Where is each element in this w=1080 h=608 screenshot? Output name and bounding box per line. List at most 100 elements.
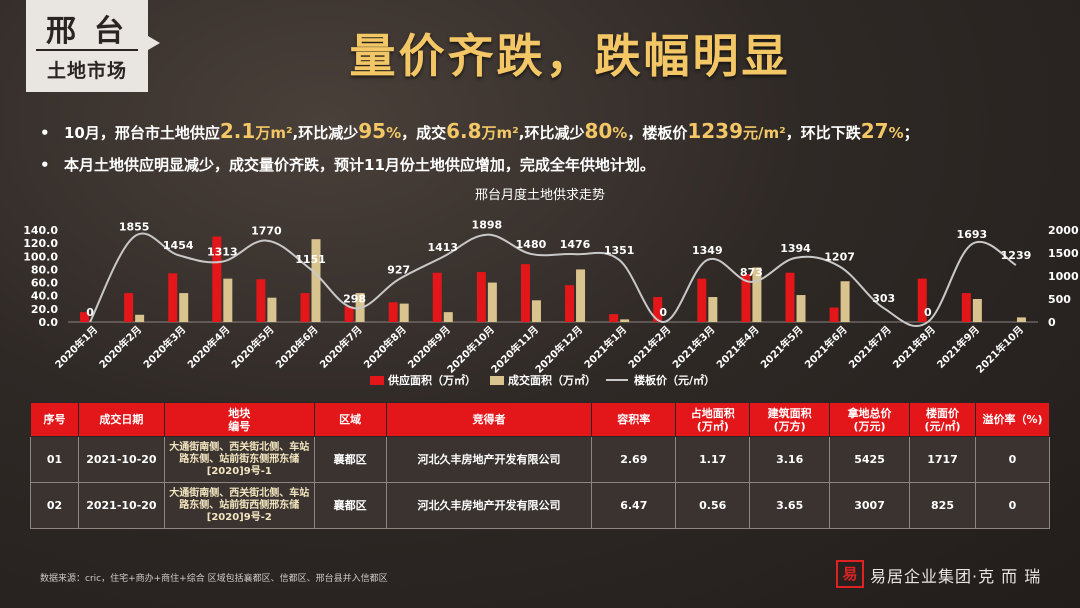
table-cell: 河北久丰房地产开发有限公司: [385, 436, 593, 483]
category-label: 2021年1月: [581, 323, 629, 371]
price-data-label: 303: [872, 292, 895, 305]
chart-title: 邢台月度土地供求走势: [474, 188, 605, 203]
city-subtitle: 土地市场: [46, 60, 127, 82]
bullet-text: ，成交: [401, 124, 447, 142]
right-axis-tick: 0: [1048, 316, 1056, 329]
table-header-cell: 竞得者: [385, 402, 593, 437]
table-cell: 1717: [909, 436, 976, 483]
supply-bar: [961, 293, 971, 322]
deal-bar: [223, 278, 233, 322]
supply-bar: [520, 264, 530, 322]
table-cell: 01: [30, 436, 79, 483]
deal-bar: [399, 303, 409, 322]
supply-bar: [697, 278, 707, 322]
supply-change-value: 95: [358, 119, 387, 143]
table-header-cell: 区域: [313, 402, 387, 437]
category-label: 2021年8月: [890, 323, 938, 371]
table-header-cell: 容积率: [591, 402, 677, 437]
supply-bar: [609, 314, 619, 322]
category-label: 2020年2月: [96, 323, 144, 371]
bullet-text: ，楼板价: [627, 124, 688, 142]
supply-bar: [785, 272, 795, 322]
legend-supply-swatch: [370, 376, 384, 385]
left-axis-tick: 60.0: [31, 277, 58, 290]
table-cell: 2021-10-20: [77, 436, 165, 483]
deal-bar: [1016, 317, 1026, 322]
land-deal-table: 序号 成交日期 地块 编号 区域 竞得者 容积率 占地面积 (万㎡) 建筑面积 (万方) 拿地总价 (万…: [30, 402, 1051, 529]
supply-bar: [653, 297, 663, 322]
category-label: 2020年8月: [361, 323, 409, 371]
price-data-label: 1394: [780, 242, 811, 255]
deal-bar: [796, 295, 806, 322]
category-label: 2020年9月: [405, 323, 453, 371]
bullet-dot: •: [40, 156, 50, 174]
table-cell: 大通街南侧、西关街北侧、车站路东侧、站前街西侧邢东储[2020]9号-2: [163, 482, 315, 529]
table-cell: 3.65: [749, 482, 831, 529]
page-headline: 量价齐跌，跌幅明显: [349, 29, 791, 83]
table-header-cell: 溢价率（%): [974, 402, 1051, 437]
table-header-cell: 拿地总价 (万元): [829, 402, 911, 437]
city-badge: 邢台 土地市场: [26, 0, 160, 92]
legend-price-label: 楼板价（元/㎡）: [634, 373, 715, 387]
price-data-label: 1770: [251, 225, 282, 238]
badge-divider: [36, 49, 138, 51]
price-data-label: 1454: [163, 239, 194, 252]
logo-seal-icon: 易: [836, 560, 864, 588]
bullet-text: 10月，邢台市土地供应: [64, 124, 220, 142]
left-axis-tick: 100.0: [23, 250, 58, 263]
left-axis-tick: 140.0: [23, 224, 58, 237]
bullet-dot: •: [40, 124, 50, 142]
price-data-label: 0: [659, 306, 667, 319]
price-data-label: 1855: [119, 221, 150, 234]
table-header-row: 序号 成交日期 地块 编号 区域 竞得者 容积率 占地面积 (万㎡) 建筑面积 (万方) 拿地总价 (万…: [30, 402, 1051, 437]
deal-change-value: 80: [584, 119, 613, 143]
deal-bar: [620, 319, 630, 322]
supply-bar: [565, 285, 575, 322]
price-data-label: 1239: [1001, 249, 1032, 262]
supply-bar: [256, 279, 266, 322]
table-cell: 0.56: [675, 482, 751, 529]
price-data-label: 1151: [295, 253, 326, 266]
table-cell: 825: [909, 482, 976, 529]
unit: 元/m²: [743, 124, 786, 142]
table-cell: 大通街南侧、西关街北侧、车站路东侧、站前街东侧邢东储[2020]9号-1: [163, 436, 315, 483]
deal-bar: [487, 282, 497, 322]
category-label: 2020年4月: [184, 323, 232, 371]
supply-bar: [80, 312, 90, 322]
company-logo: 易 易居企业集团·克 而 瑞: [836, 560, 1066, 590]
price-data-label: 1313: [207, 246, 238, 259]
price-data-label: 1476: [560, 238, 591, 251]
table-cell: 5425: [829, 436, 911, 483]
left-axis-tick: 0.0: [39, 316, 59, 329]
table-header-cell: 序号: [30, 402, 79, 437]
unit: 万m²: [255, 124, 293, 142]
price-data-label: 1480: [516, 238, 547, 251]
bullet-text: ；: [903, 124, 919, 142]
unit: 万m²: [481, 124, 519, 142]
bullet-text: ，环比下跌: [785, 124, 861, 142]
table-header-cell: 成交日期: [77, 402, 165, 437]
category-label: 2020年12月: [532, 323, 585, 376]
category-label: 2020年3月: [140, 323, 188, 371]
table-cell: 襄都区: [313, 482, 387, 529]
deal-bar: [443, 312, 453, 322]
price-line: [89, 232, 1017, 328]
logo-name: 易居企业集团·克 而 瑞: [870, 567, 1042, 586]
deal-bar: [311, 239, 321, 322]
deal-bar: [576, 269, 586, 322]
table-row: 01 2021-10-20 大通街南侧、西关街北侧、车站路东侧、站前街东侧邢东储[2…: [30, 436, 1051, 483]
deal-bar: [840, 281, 850, 322]
unit: %: [386, 124, 402, 142]
deal-bar: [752, 267, 762, 322]
category-label: 2020年6月: [273, 323, 321, 371]
table-cell: 02: [30, 482, 79, 529]
bullet-2: • 本月土地供应明显减少，成交量价齐跌，预计11月份土地供应增加，完成全年供地计划…: [40, 148, 1060, 182]
unit: %: [888, 124, 904, 142]
right-axis-tick: 1500: [1048, 247, 1079, 260]
left-axis-tick: 120.0: [23, 237, 58, 250]
right-axis-tick: 500: [1048, 293, 1071, 306]
deal-bar: [531, 300, 541, 322]
price-data-label: 1413: [427, 241, 458, 254]
price-data-label: 1351: [604, 244, 635, 257]
